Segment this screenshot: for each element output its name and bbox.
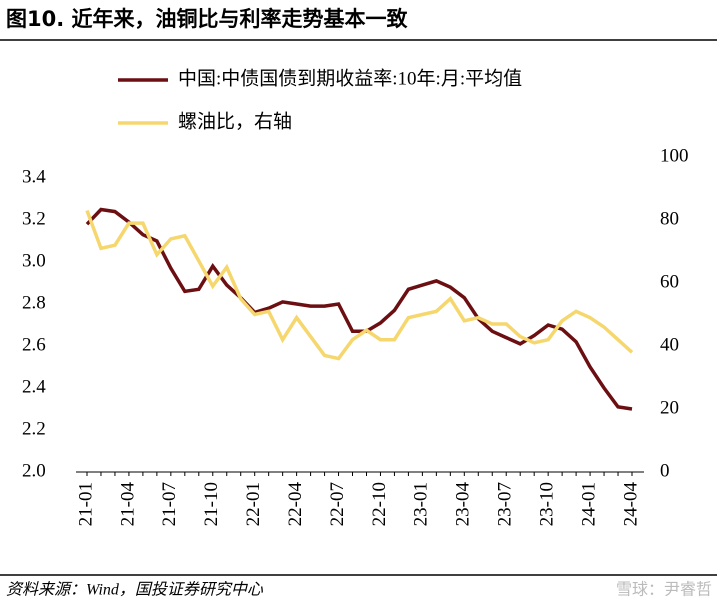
legend-label: 中国:中债国债到期收益率:10年:月:平均值 [178, 67, 522, 89]
x-tick-label: 21-10 [201, 482, 222, 526]
legend-label: 螺油比，右轴 [178, 110, 292, 132]
x-tick-label: 21-01 [75, 482, 96, 526]
y2-tick-label: 0 [660, 460, 670, 481]
x-tick-label: 24-04 [620, 482, 641, 527]
y-tick-label: 3.0 [22, 250, 46, 271]
series-line [85, 209, 634, 361]
x-tick-label: 22-04 [285, 482, 306, 527]
x-tick-label: 21-04 [117, 482, 138, 527]
x-tick-label: 21-07 [159, 482, 180, 526]
x-tick-label: 23-07 [495, 482, 516, 526]
chart-title: 图10. 近年来，油铜比与利率走势基本一致 [6, 7, 409, 31]
x-tick-label: 22-01 [243, 482, 264, 526]
y2-tick-label: 20 [660, 397, 679, 418]
x-tick-label: 22-07 [327, 482, 348, 526]
series-line [85, 207, 633, 411]
x-tick-label: 24-01 [578, 482, 599, 526]
y-tick-label: 3.2 [22, 208, 46, 229]
y2-tick-label: 60 [660, 271, 679, 292]
y2-tick-label: 100 [660, 145, 689, 166]
x-tick-label: 22-10 [369, 482, 390, 526]
y2-tick-label: 80 [660, 208, 679, 229]
watermark: 雪球：尹睿哲 [616, 581, 712, 599]
y-tick-label: 2.0 [22, 460, 46, 481]
y-tick-label: 3.4 [22, 166, 46, 187]
y-tick-label: 2.6 [22, 334, 46, 355]
x-tick-label: 23-10 [537, 482, 558, 526]
x-tick-label: 23-04 [453, 482, 474, 527]
y2-tick-label: 40 [660, 334, 679, 355]
y-tick-label: 2.4 [22, 376, 46, 397]
y-tick-label: 2.2 [22, 418, 46, 439]
y-tick-label: 2.8 [22, 292, 46, 313]
x-tick-label: 23-01 [411, 482, 432, 526]
source: 资料来源：Wind，国投证券研究中心 [6, 581, 264, 599]
